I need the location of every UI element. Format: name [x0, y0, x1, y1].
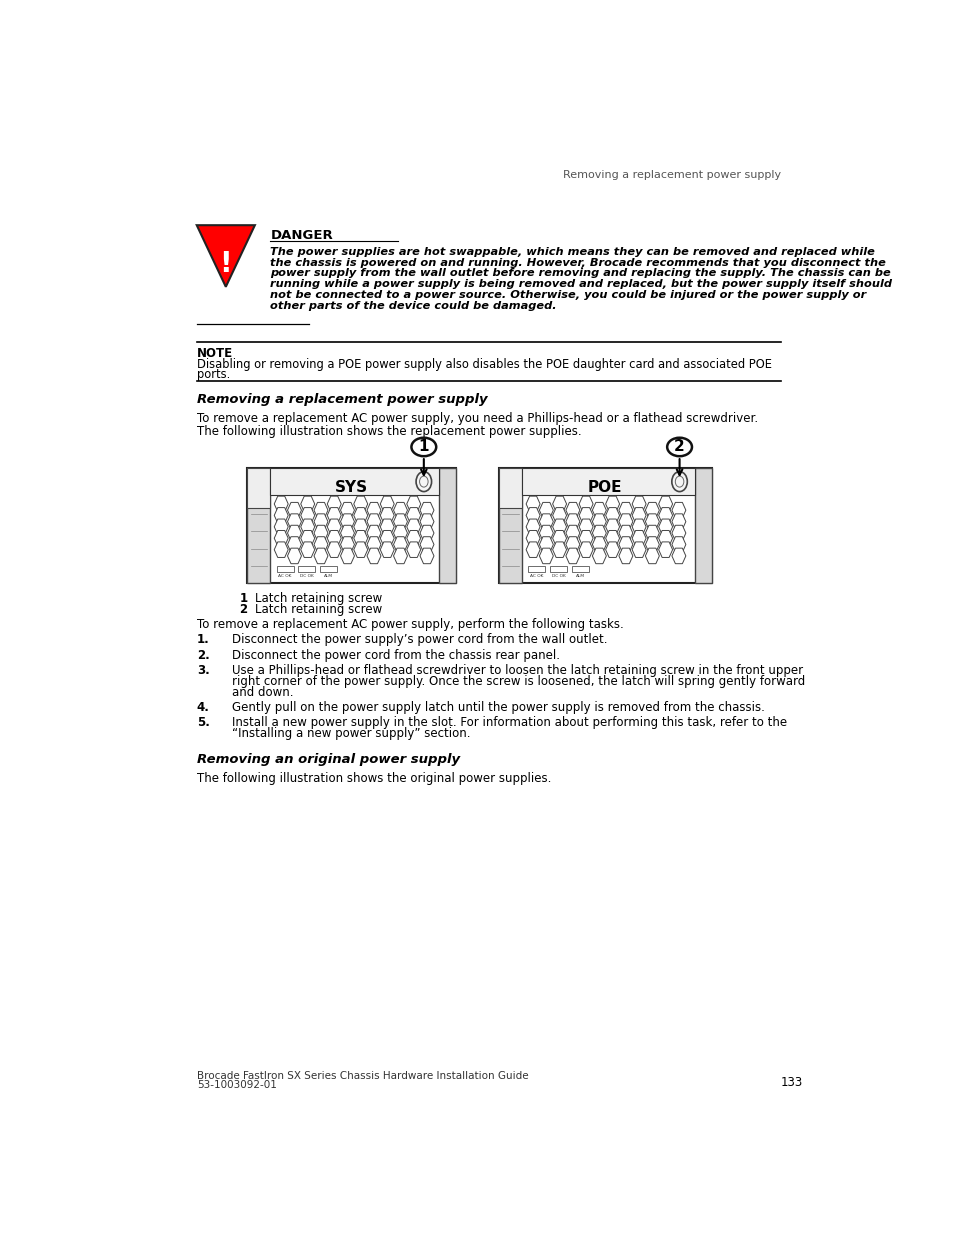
Text: the chassis is powered on and running. However, Brocade recommends that you disc: the chassis is powered on and running. H… — [270, 258, 885, 268]
Text: Disabling or removing a POE power supply also disables the POE daughter card and: Disabling or removing a POE power supply… — [196, 358, 771, 370]
FancyBboxPatch shape — [498, 468, 711, 583]
Text: 1: 1 — [418, 440, 429, 454]
Text: 133: 133 — [781, 1076, 802, 1089]
Text: The following illustration shows the original power supplies.: The following illustration shows the ori… — [196, 772, 551, 785]
FancyBboxPatch shape — [270, 468, 439, 495]
Text: 3.: 3. — [196, 664, 210, 677]
FancyBboxPatch shape — [298, 567, 315, 573]
Text: 1: 1 — [239, 592, 247, 605]
FancyBboxPatch shape — [528, 567, 545, 573]
Text: Latch retaining screw: Latch retaining screw — [254, 592, 382, 605]
Text: Disconnect the power cord from the chassis rear panel.: Disconnect the power cord from the chass… — [232, 648, 559, 662]
Text: Gently pull on the power supply latch until the power supply is removed from the: Gently pull on the power supply latch un… — [232, 701, 763, 714]
Text: running while a power supply is being removed and replaced, but the power supply: running while a power supply is being re… — [270, 279, 891, 289]
Ellipse shape — [666, 437, 691, 456]
FancyBboxPatch shape — [695, 468, 711, 583]
Text: AC OK: AC OK — [530, 574, 543, 578]
Ellipse shape — [411, 437, 436, 456]
Text: 2: 2 — [674, 440, 684, 454]
Text: ports.: ports. — [196, 368, 230, 382]
FancyBboxPatch shape — [247, 468, 270, 583]
Circle shape — [671, 472, 686, 492]
Text: Removing a replacement power supply: Removing a replacement power supply — [196, 393, 487, 406]
Text: 53-1003092-01: 53-1003092-01 — [196, 1079, 276, 1091]
FancyBboxPatch shape — [247, 468, 456, 583]
Text: SYS: SYS — [335, 480, 367, 495]
Text: POE: POE — [587, 480, 621, 495]
Text: 2.: 2. — [196, 648, 210, 662]
Text: AC OK: AC OK — [278, 574, 292, 578]
Text: To remove a replacement AC power supply, you need a Phillips-head or a flathead : To remove a replacement AC power supply,… — [196, 411, 757, 425]
Polygon shape — [196, 225, 254, 287]
Text: Latch retaining screw: Latch retaining screw — [254, 603, 382, 616]
FancyBboxPatch shape — [521, 468, 695, 495]
Text: !: ! — [219, 249, 232, 278]
FancyBboxPatch shape — [571, 567, 588, 573]
Text: The power supplies are hot swappable, which means they can be removed and replac: The power supplies are hot swappable, wh… — [270, 247, 874, 257]
FancyBboxPatch shape — [319, 567, 336, 573]
Text: DANGER: DANGER — [270, 228, 333, 242]
Text: DC OK: DC OK — [551, 574, 565, 578]
Text: “Installing a new power supply” section.: “Installing a new power supply” section. — [232, 727, 470, 740]
Text: Use a Phillips-head or flathead screwdriver to loosen the latch retaining screw : Use a Phillips-head or flathead screwdri… — [232, 664, 801, 677]
Text: 5.: 5. — [196, 716, 210, 730]
FancyBboxPatch shape — [439, 468, 456, 583]
FancyBboxPatch shape — [498, 468, 521, 583]
Text: 2: 2 — [239, 603, 247, 616]
Circle shape — [416, 472, 431, 492]
Text: The following illustration shows the replacement power supplies.: The following illustration shows the rep… — [196, 425, 580, 438]
Text: Install a new power supply in the slot. For information about performing this ta: Install a new power supply in the slot. … — [232, 716, 786, 730]
Text: Removing an original power supply: Removing an original power supply — [196, 753, 459, 767]
Text: NOTE: NOTE — [196, 347, 233, 359]
Text: ALM: ALM — [576, 574, 584, 578]
FancyBboxPatch shape — [247, 468, 270, 508]
Text: To remove a replacement AC power supply, perform the following tasks.: To remove a replacement AC power supply,… — [196, 618, 623, 631]
Text: DC OK: DC OK — [299, 574, 314, 578]
Text: right corner of the power supply. Once the screw is loosened, the latch will spr: right corner of the power supply. Once t… — [232, 674, 804, 688]
Text: and down.: and down. — [232, 685, 293, 699]
FancyBboxPatch shape — [498, 468, 521, 508]
Text: 1.: 1. — [196, 634, 210, 646]
Text: Brocade FastIron SX Series Chassis Hardware Installation Guide: Brocade FastIron SX Series Chassis Hardw… — [196, 1071, 528, 1081]
Text: Removing a replacement power supply: Removing a replacement power supply — [562, 169, 781, 180]
Text: other parts of the device could be damaged.: other parts of the device could be damag… — [270, 300, 557, 311]
Text: ALM: ALM — [324, 574, 333, 578]
Text: not be connected to a power source. Otherwise, you could be injured or the power: not be connected to a power source. Othe… — [270, 290, 865, 300]
Text: Disconnect the power supply’s power cord from the wall outlet.: Disconnect the power supply’s power cord… — [232, 634, 606, 646]
Text: 4.: 4. — [196, 701, 210, 714]
Text: power supply from the wall outlet before removing and replacing the supply. The : power supply from the wall outlet before… — [270, 268, 890, 278]
FancyBboxPatch shape — [550, 567, 567, 573]
FancyBboxPatch shape — [276, 567, 294, 573]
